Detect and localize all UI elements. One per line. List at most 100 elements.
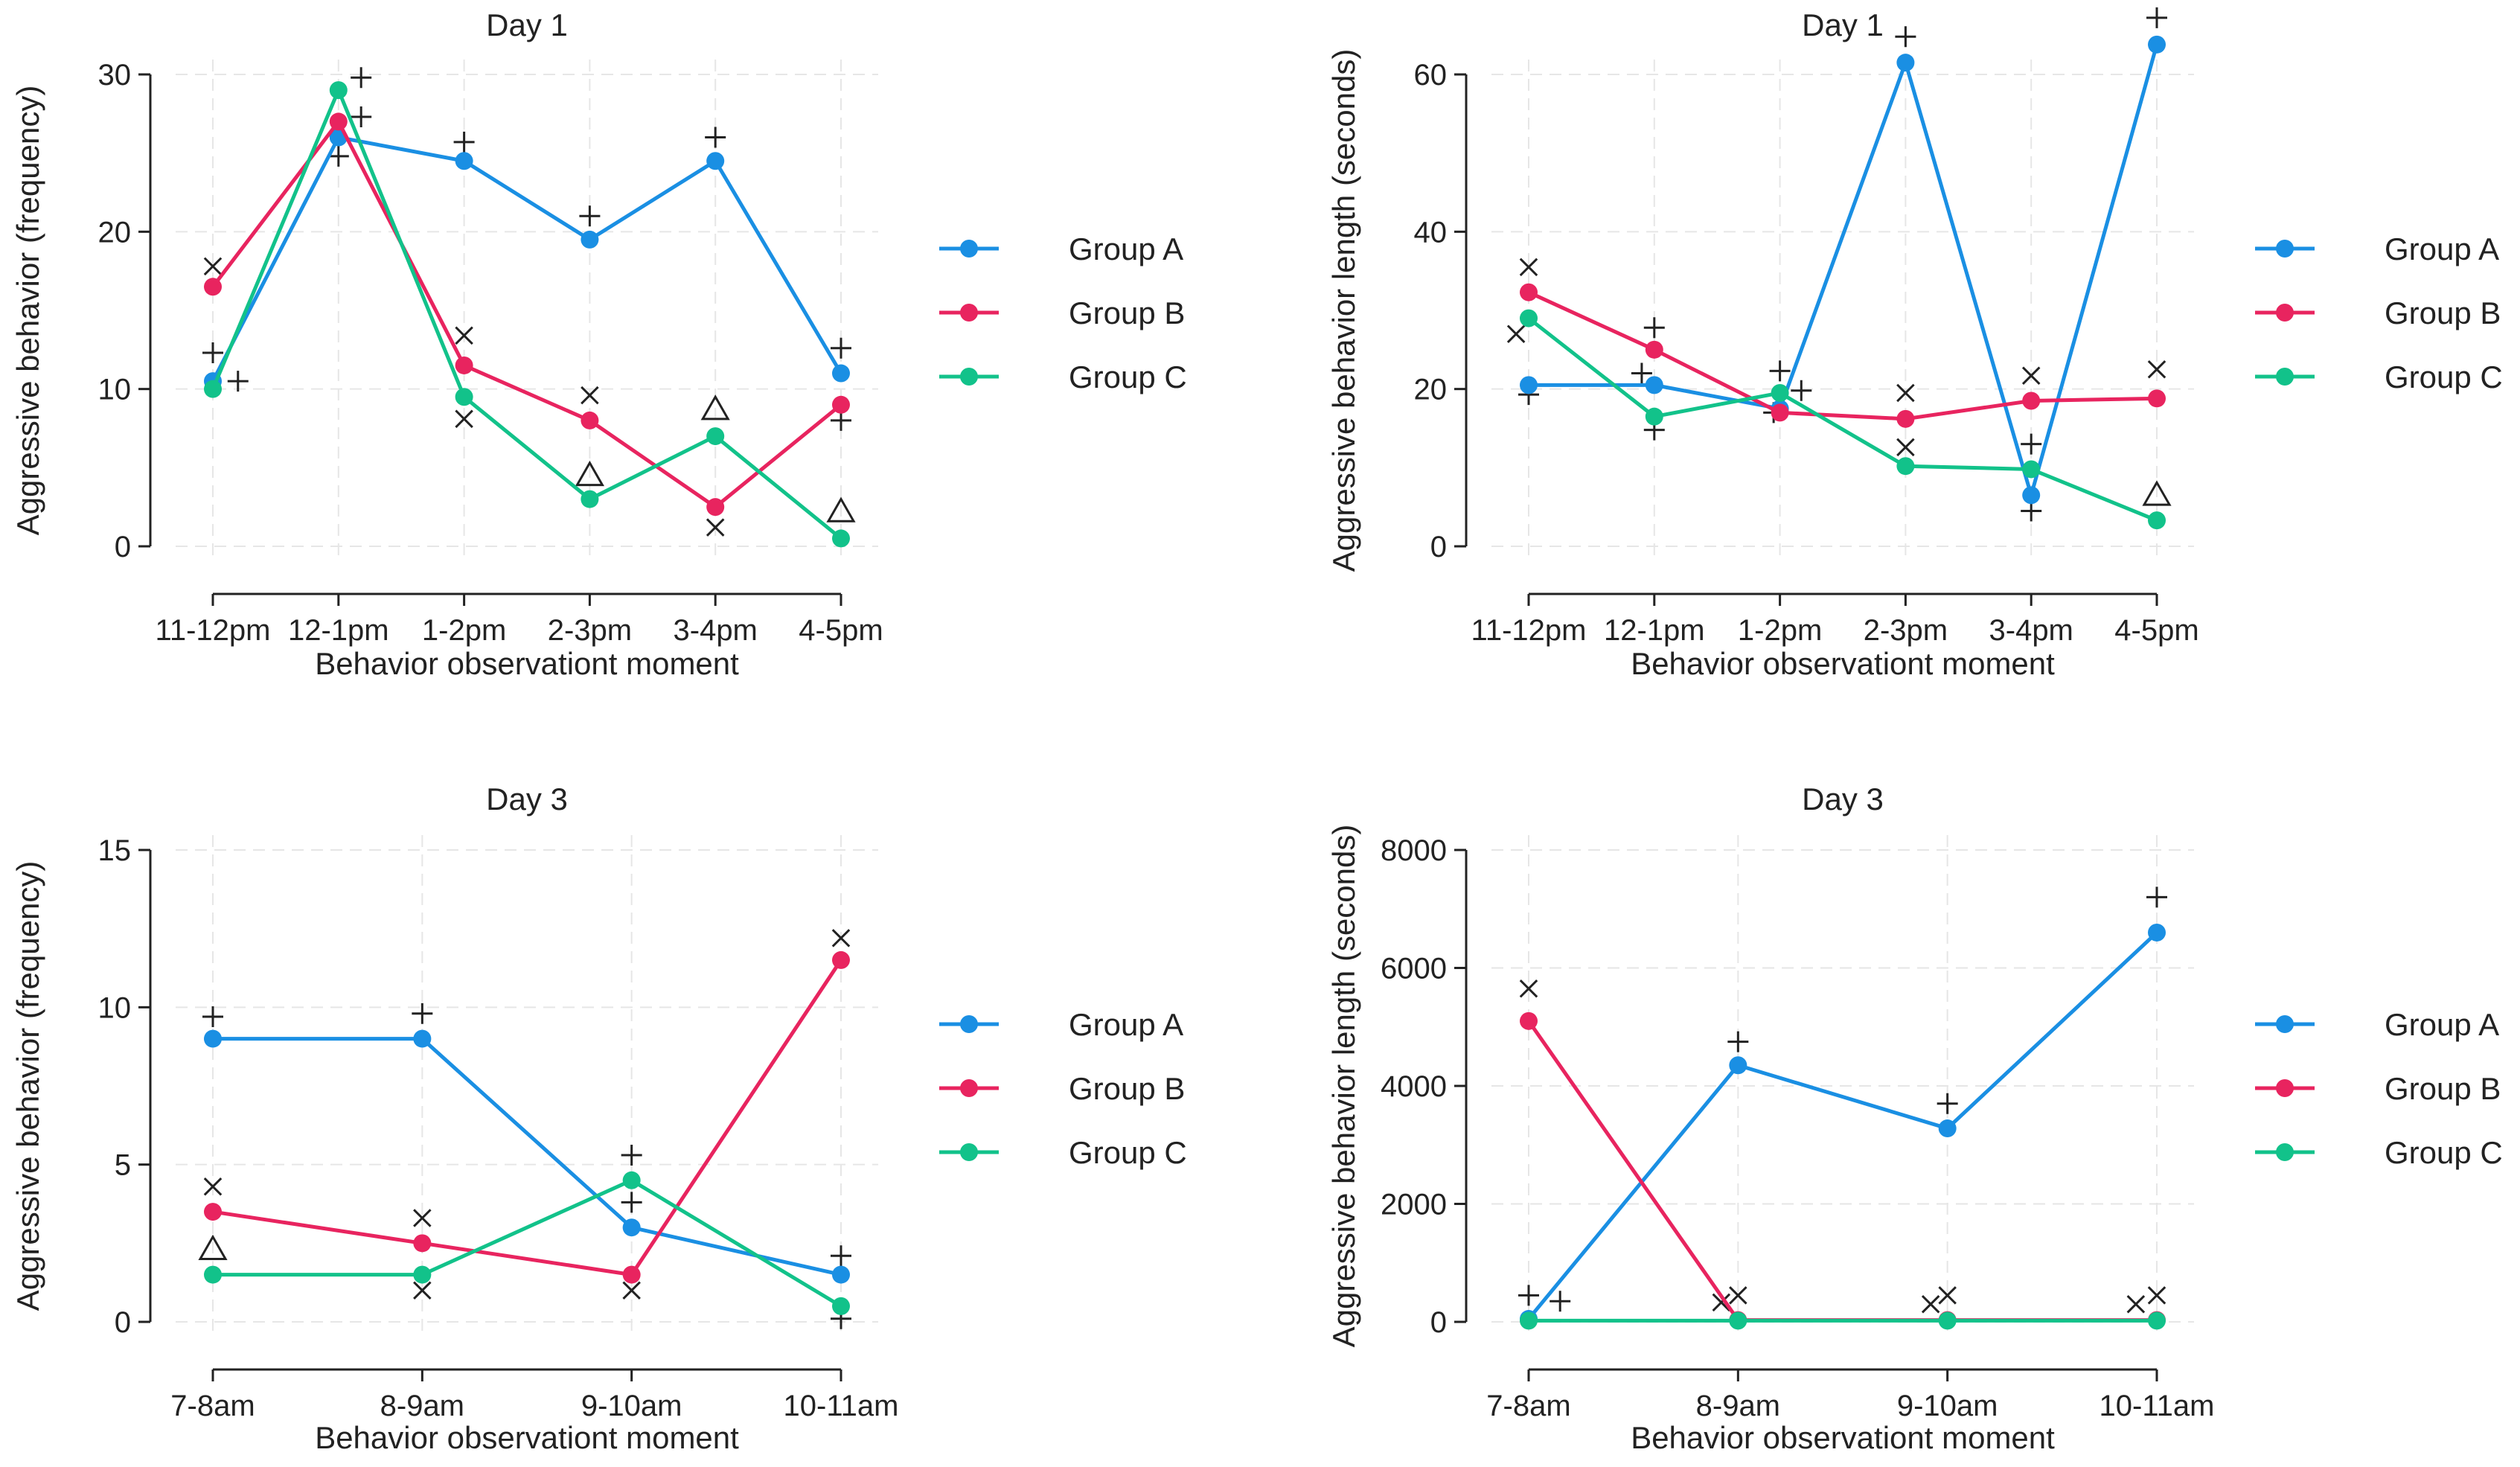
outlier-plus-marker: [1643, 317, 1665, 339]
data-point-group-a: [1896, 54, 1915, 72]
data-point-group-c: [2148, 511, 2166, 530]
panel-day3-frequency: 0 5 10 15 7-8am 8-9am 9-10am 10-11am Day 3 Behavi…: [10, 782, 1187, 1455]
outlier-cross-marker: [1896, 438, 1915, 457]
legend-swatch-dot: [960, 304, 978, 322]
outlier-cross-marker: [2147, 1286, 2166, 1305]
outlier-cross-marker: [1506, 325, 1526, 343]
outlier-cross-marker: [413, 1209, 432, 1227]
series-line-group-a: [213, 1037, 842, 1277]
data-point-group-c: [329, 81, 348, 100]
series-line-group-a: [1527, 931, 2158, 1320]
x-tick-label: 4-5pm: [799, 614, 883, 647]
data-point-group-c: [1520, 309, 1538, 327]
outlier-cross-marker: [2021, 366, 2041, 385]
data-point-group-b: [1520, 283, 1538, 301]
outlier-plus-marker: [1937, 1093, 1958, 1114]
chart-title: Day 1: [1802, 7, 1884, 42]
outlier-triangle-marker: [700, 394, 730, 421]
y-axis-label: Aggressive behavior (frequency): [10, 86, 45, 536]
x-axis-label: Behavior observationt moment: [315, 646, 739, 681]
outlier-cross-marker: [203, 1177, 223, 1196]
outlier-cross-marker: [831, 929, 851, 947]
data-point-group-a: [2022, 486, 2041, 505]
legend-swatch-dot: [2276, 1143, 2294, 1161]
series-line-group-b: [1527, 290, 2158, 421]
data-point-group-b: [204, 278, 222, 296]
x-tick-label: 8-9am: [1696, 1390, 1780, 1422]
outlier-cross-marker: [1921, 1294, 1940, 1314]
data-point-group-c: [1520, 1311, 1538, 1330]
x-tick-label: 12-1pm: [288, 614, 389, 647]
data-point-group-a: [1938, 1119, 1957, 1138]
outlier-cross-marker: [413, 1281, 432, 1300]
data-point-group-a: [1729, 1056, 1747, 1075]
chart-title: Day 3: [486, 782, 568, 816]
outlier-cross-marker: [2147, 359, 2166, 379]
outlier-triangle-marker: [2142, 480, 2172, 506]
outlier-triangle-marker: [826, 496, 856, 522]
legend-swatch-dot: [2276, 304, 2294, 322]
outlier-plus-marker: [705, 127, 726, 148]
outlier-cross-marker: [1896, 383, 1915, 403]
outlier-plus-marker: [1518, 1285, 1539, 1306]
legend-swatch-dot: [2276, 368, 2294, 386]
outlier-triangle-marker: [575, 460, 604, 487]
x-tick-label: 11-12pm: [156, 614, 271, 647]
outlier-plus-marker: [831, 1245, 851, 1267]
data-point-group-b: [2022, 391, 2041, 410]
outlier-cross-marker: [581, 386, 599, 405]
y-tick-label: 15: [98, 834, 132, 867]
data-point-group-a: [455, 152, 473, 170]
outlier-plus-marker: [2146, 886, 2167, 908]
outlier-cross-marker: [1729, 1286, 1747, 1305]
legend-swatch-dot: [960, 1015, 978, 1033]
data-point-group-c: [413, 1265, 432, 1284]
legend-label: Group B: [1069, 295, 1185, 330]
outlier-plus-marker: [1550, 1291, 1571, 1312]
legend-label: Group C: [1069, 1135, 1187, 1170]
legend-swatch-dot: [2276, 1015, 2294, 1033]
x-tick-label: 4-5pm: [2114, 614, 2198, 647]
data-point-group-a: [2148, 923, 2166, 942]
legend-label: Group A: [1069, 231, 1183, 266]
legend-label: Group C: [2385, 359, 2503, 394]
outlier-plus-marker: [227, 371, 249, 392]
legend-label: Group B: [2385, 295, 2501, 330]
y-axis-label: Aggressive behavior (frequency): [10, 861, 45, 1311]
x-tick-label: 1-2pm: [1738, 614, 1822, 647]
data-point-group-b: [329, 112, 348, 131]
outlier-plus-marker: [1631, 362, 1652, 384]
data-point-group-a: [622, 1218, 641, 1237]
data-point-group-c: [706, 427, 725, 446]
chart-title: Day 3: [1802, 782, 1884, 816]
outlier-plus-marker: [831, 337, 851, 359]
panel-day1-frequency: 0 10 20 30 11-12pm 12-1pm 1-2pm 2-3pm 3-4pm 4-5pm…: [10, 7, 1187, 681]
x-axis-label: Behavior observationt moment: [1631, 646, 2055, 681]
legend-swatch-dot: [960, 240, 978, 258]
data-point-group-b: [1896, 409, 1915, 428]
data-point-group-c: [1896, 457, 1915, 476]
x-axis-label: Behavior observationt moment: [315, 1420, 739, 1455]
outlier-cross-marker: [706, 518, 725, 537]
data-point-group-b: [455, 356, 473, 374]
x-tick-label: 9-10am: [1897, 1390, 1998, 1422]
outlier-plus-marker: [327, 145, 349, 167]
x-tick-label: 10-11am: [784, 1390, 899, 1422]
outlier-cross-marker: [1519, 979, 1538, 998]
data-point-group-c: [1771, 383, 1789, 402]
y-tick-label: 20: [98, 216, 132, 249]
outlier-plus-marker: [2021, 433, 2042, 455]
legend-label: Group C: [1069, 359, 1187, 394]
x-tick-label: 2-3pm: [548, 614, 632, 647]
outlier-plus-marker: [579, 205, 601, 227]
data-point-group-c: [622, 1171, 641, 1189]
data-point-group-a: [581, 230, 599, 249]
outlier-plus-marker: [351, 67, 372, 89]
outlier-plus-marker: [202, 342, 223, 364]
data-point-group-b: [413, 1234, 432, 1253]
chart-title: Day 1: [486, 7, 568, 42]
series-line-group-b: [212, 959, 843, 1277]
series-line-group-c: [1527, 316, 2158, 522]
x-axis-label: Behavior observationt moment: [1631, 1420, 2055, 1455]
outlier-cross-marker: [1712, 1293, 1731, 1312]
